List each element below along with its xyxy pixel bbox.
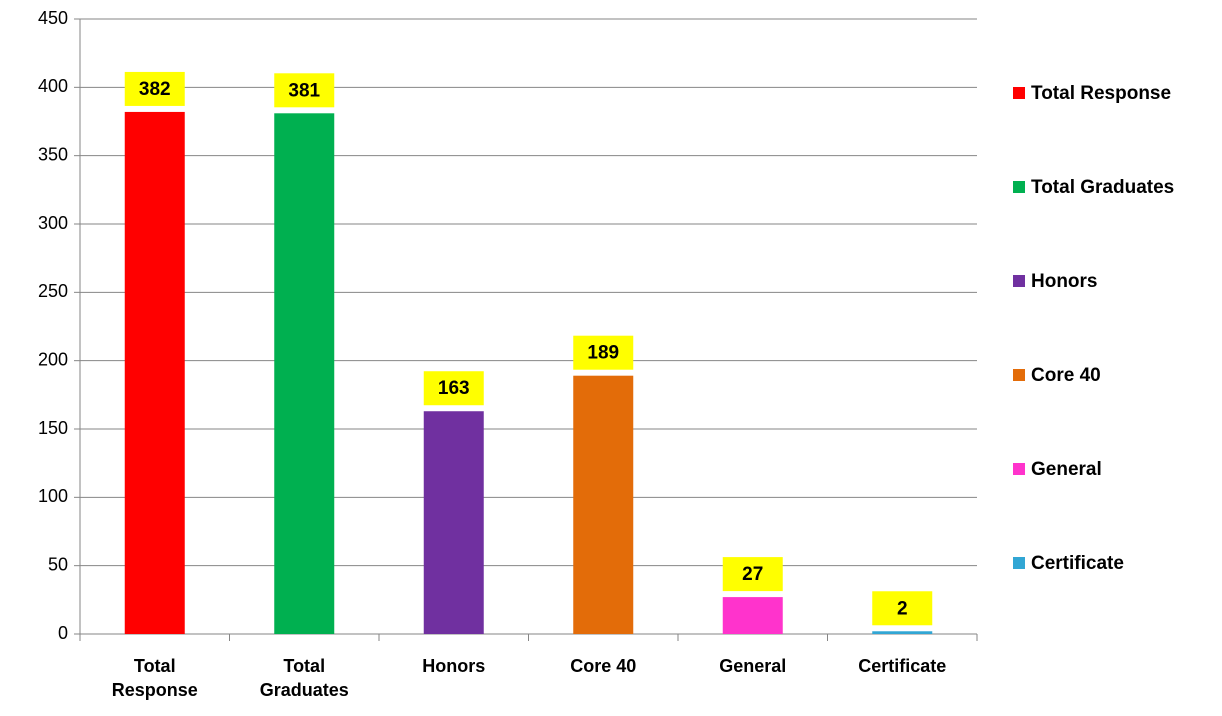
y-tick-label: 300 [38,213,68,233]
legend-label: Core 40 [1031,365,1101,386]
bar [872,631,933,634]
legend-label: Total Graduates [1031,177,1174,198]
y-tick-label: 0 [58,623,68,643]
data-label: 189 [587,343,619,364]
bar [722,597,783,634]
y-tick-label: 400 [38,76,68,96]
legend-label: General [1031,459,1102,480]
x-tick-label: General [719,656,787,676]
legend-label: Certificate [1031,553,1124,574]
data-label-box [124,71,185,106]
data-label: 381 [288,80,320,101]
x-tick-label: Total Graduates [259,656,349,700]
legend-swatch [1013,87,1025,99]
bar [274,113,335,635]
legend-swatch [1013,557,1025,569]
data-label-box [722,557,783,592]
data-label: 2 [897,598,908,619]
data-label-box [573,335,634,370]
data-label: 382 [139,79,171,100]
y-tick-label: 450 [38,8,68,28]
y-tick-label: 150 [38,418,68,438]
data-label-box [872,591,933,626]
data-label-box [423,371,484,406]
data-label: 163 [438,378,470,399]
legend-label: Total Response [1031,83,1171,104]
x-tick-label: Core 40 [570,656,637,676]
data-label-box [274,73,335,108]
y-tick-label: 200 [38,349,68,369]
x-tick-label: Total Response [111,656,198,700]
y-tick-label: 250 [38,281,68,301]
bar [423,411,484,634]
data-label: 27 [742,564,763,585]
legend-swatch [1013,181,1025,193]
bar [124,111,185,634]
legend-swatch [1013,275,1025,287]
legend-swatch [1013,369,1025,381]
x-tick-label: Certificate [858,656,947,676]
bar [573,375,634,634]
x-tick-label: Honors [422,656,486,676]
y-tick-label: 50 [48,554,68,574]
y-tick-label: 350 [38,144,68,164]
legend-swatch [1013,463,1025,475]
y-tick-label: 100 [38,486,68,506]
legend-label: Honors [1031,271,1098,292]
